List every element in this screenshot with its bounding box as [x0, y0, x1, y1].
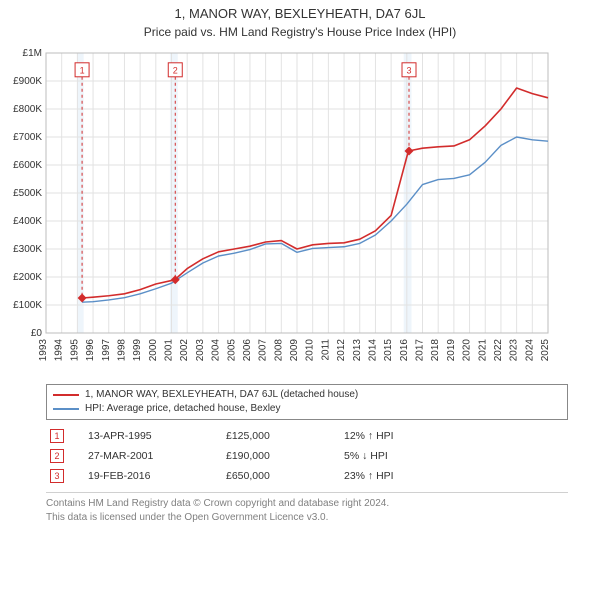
sale-price: £125,000: [222, 426, 340, 446]
svg-text:2016: 2016: [399, 339, 410, 362]
svg-text:2003: 2003: [195, 339, 206, 362]
legend-label: 1, MANOR WAY, BEXLEYHEATH, DA7 6JL (deta…: [85, 388, 358, 402]
svg-text:2005: 2005: [226, 339, 237, 362]
sale-row: 3 19-FEB-2016£650,00023% ↑ HPI: [46, 466, 568, 486]
svg-text:£700K: £700K: [13, 132, 42, 143]
sale-delta: 12% ↑ HPI: [340, 426, 568, 446]
svg-text:£0: £0: [31, 328, 43, 339]
svg-text:2012: 2012: [336, 339, 347, 362]
sale-row: 2 27-MAR-2001£190,0005% ↓ HPI: [46, 446, 568, 466]
svg-text:1997: 1997: [101, 339, 112, 362]
legend-swatch: [53, 394, 79, 396]
price-chart: £0 £100K £200K £300K £400K £500K £600K £700K £80…: [8, 45, 592, 380]
svg-text:£800K: £800K: [13, 104, 42, 115]
svg-text:2009: 2009: [289, 339, 300, 362]
legend-item: 1, MANOR WAY, BEXLEYHEATH, DA7 6JL (deta…: [53, 388, 561, 402]
sale-marker: 1: [50, 429, 64, 443]
svg-text:2010: 2010: [305, 339, 316, 362]
svg-text:£600K: £600K: [13, 160, 42, 171]
svg-text:£100K: £100K: [13, 300, 42, 311]
svg-text:£1M: £1M: [23, 48, 42, 59]
page-title: 1, MANOR WAY, BEXLEYHEATH, DA7 6JL: [8, 6, 592, 21]
svg-text:2023: 2023: [509, 339, 520, 362]
svg-text:2017: 2017: [415, 339, 426, 362]
sale-date: 19-FEB-2016: [84, 466, 222, 486]
svg-text:2004: 2004: [211, 339, 222, 362]
svg-text:2015: 2015: [383, 339, 394, 362]
svg-text:2007: 2007: [258, 339, 269, 362]
sale-marker: 3: [50, 469, 64, 483]
svg-text:2020: 2020: [462, 339, 473, 362]
legend-box: 1, MANOR WAY, BEXLEYHEATH, DA7 6JL (deta…: [46, 384, 568, 420]
svg-text:2006: 2006: [242, 339, 253, 362]
sale-row: 1 13-APR-1995£125,00012% ↑ HPI: [46, 426, 568, 446]
svg-text:1999: 1999: [132, 339, 143, 362]
svg-text:2014: 2014: [367, 339, 378, 362]
footer-note: Contains HM Land Registry data © Crown c…: [46, 492, 568, 524]
svg-text:1993: 1993: [38, 339, 49, 362]
sale-date: 27-MAR-2001: [84, 446, 222, 466]
svg-text:2021: 2021: [477, 339, 488, 362]
svg-text:2022: 2022: [493, 339, 504, 362]
svg-text:£200K: £200K: [13, 272, 42, 283]
sales-table: 1 13-APR-1995£125,00012% ↑ HPI 2 27-MAR-200…: [46, 426, 568, 486]
svg-text:3: 3: [407, 65, 412, 75]
legend-item: HPI: Average price, detached house, Bexl…: [53, 402, 561, 416]
svg-text:£400K: £400K: [13, 216, 42, 227]
legend-swatch: [53, 408, 79, 410]
sale-date: 13-APR-1995: [84, 426, 222, 446]
svg-text:£300K: £300K: [13, 244, 42, 255]
svg-text:1995: 1995: [69, 339, 80, 362]
page-subtitle: Price paid vs. HM Land Registry's House …: [8, 25, 592, 39]
legend-label: HPI: Average price, detached house, Bexl…: [85, 402, 281, 416]
svg-text:2018: 2018: [430, 339, 441, 362]
svg-text:2011: 2011: [320, 339, 331, 361]
sale-price: £190,000: [222, 446, 340, 466]
svg-text:1996: 1996: [85, 339, 96, 362]
svg-text:2: 2: [173, 65, 178, 75]
chart-svg: £0 £100K £200K £300K £400K £500K £600K £700K £80…: [8, 45, 568, 375]
sale-delta: 23% ↑ HPI: [340, 466, 568, 486]
svg-text:2024: 2024: [524, 339, 535, 362]
svg-text:2019: 2019: [446, 339, 457, 362]
svg-text:1998: 1998: [116, 339, 127, 362]
svg-text:£500K: £500K: [13, 188, 42, 199]
sale-delta: 5% ↓ HPI: [340, 446, 568, 466]
svg-text:£900K: £900K: [13, 76, 42, 87]
svg-text:2001: 2001: [164, 339, 175, 362]
svg-text:2025: 2025: [540, 339, 551, 362]
footer-line-1: Contains HM Land Registry data © Crown c…: [46, 497, 568, 511]
svg-text:2002: 2002: [179, 339, 190, 362]
footer-line-2: This data is licensed under the Open Gov…: [46, 511, 568, 525]
sale-price: £650,000: [222, 466, 340, 486]
sale-marker: 2: [50, 449, 64, 463]
svg-text:2013: 2013: [352, 339, 363, 362]
svg-text:1: 1: [80, 65, 85, 75]
svg-text:2000: 2000: [148, 339, 159, 362]
svg-text:1994: 1994: [54, 339, 65, 362]
svg-text:2008: 2008: [273, 339, 284, 362]
